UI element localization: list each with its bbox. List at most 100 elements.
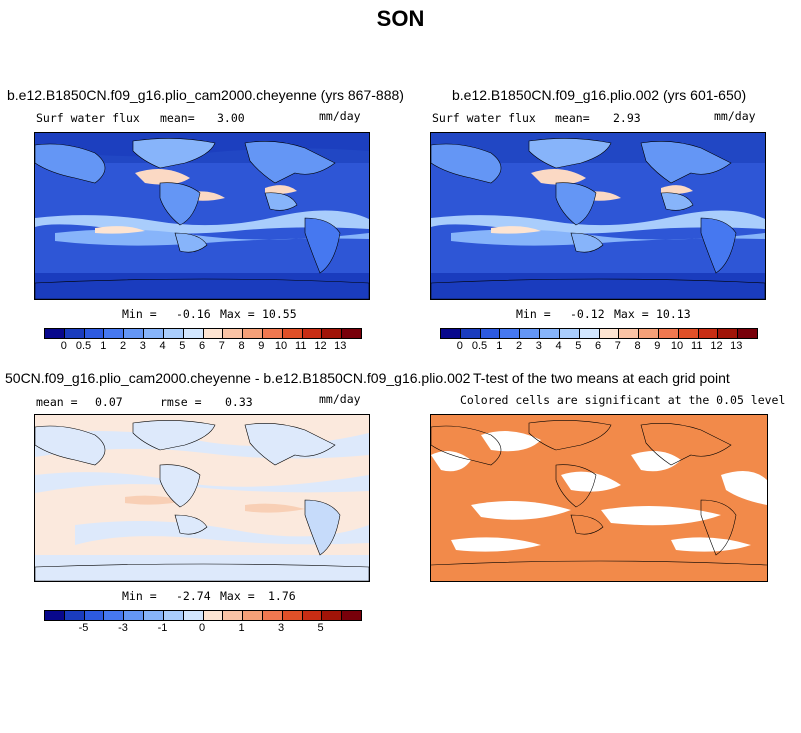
map-bottom-left: [34, 414, 370, 582]
colorbar-swatch: [183, 611, 204, 620]
min-value-top-left: -0.16: [176, 307, 211, 321]
colorbar-swatch: [599, 329, 620, 338]
colorbar-swatch: [124, 329, 145, 338]
max-value-bottom-left: 1.76: [268, 589, 296, 603]
units-top-right: mm/day: [714, 109, 756, 123]
colorbar-swatch: [559, 329, 580, 338]
colorbar-swatch: [282, 611, 303, 620]
colorbar-tick-label: 3: [535, 340, 542, 352]
colorbar-tick-label: 10: [670, 340, 684, 352]
min-value-top-right: -0.12: [570, 307, 605, 321]
units-top-left: mm/day: [319, 109, 361, 123]
colorbar-tick-label: 3: [139, 340, 146, 352]
colorbar-swatch: [322, 329, 343, 338]
mean-label-top-right: mean=: [555, 111, 590, 125]
colorbar-tick-label: 2: [119, 340, 127, 352]
colorbar-swatch: [302, 611, 323, 620]
colorbar-swatch: [342, 611, 361, 620]
colorbar-tick-label: 6: [594, 340, 602, 352]
max-value-top-left: 10.55: [262, 307, 297, 321]
colorbar-tick-label: 5: [179, 340, 186, 352]
max-label-bottom-left: Max =: [220, 589, 255, 603]
colorbar-swatch: [104, 611, 125, 620]
colorbar-top-left: [44, 328, 362, 339]
max-value-top-right: 10.13: [656, 307, 691, 321]
colorbar-swatch: [500, 329, 521, 338]
mean-value-bottom-left: 0.07: [95, 395, 123, 409]
colorbar-tick-label: 11: [295, 340, 307, 352]
colorbar-tick-label: 12: [314, 340, 327, 352]
colorbar-top-right: [440, 328, 758, 339]
colorbar-tick-label: 6: [198, 340, 206, 352]
colorbar-swatch: [480, 329, 501, 338]
colorbar-tick-label: 4: [555, 340, 562, 352]
colorbar-swatch: [262, 329, 283, 338]
colorbar-tick-label: 5: [575, 340, 582, 352]
colorbar-swatch: [441, 329, 461, 338]
colorbar-swatch: [223, 329, 244, 338]
max-label-top-left: Max =: [220, 307, 255, 321]
colorbar-swatch: [64, 611, 85, 620]
colorbar-swatch: [223, 611, 244, 620]
colorbar-swatch: [64, 329, 85, 338]
mean-label-top-left: mean=: [160, 111, 195, 125]
min-label-top-right: Min =: [516, 307, 551, 321]
colorbar-tick-label: 5: [317, 622, 324, 634]
panel-title-bottom-right: T-test of the two means at each grid poi…: [473, 370, 730, 386]
colorbar-swatch: [460, 329, 481, 338]
panel-title-top-left: b.e12.B1850CN.f09_g16.plio_cam2000.cheye…: [7, 87, 404, 103]
page-title: SON: [376, 6, 425, 31]
colorbar-tick-label: 7: [614, 340, 621, 352]
var-label-top-left: Surf water flux: [36, 111, 140, 125]
colorbar-swatch: [658, 329, 679, 338]
colorbar-swatch: [144, 329, 164, 338]
colorbar-swatch: [203, 329, 224, 338]
var-label-top-right: Surf water flux: [432, 111, 536, 125]
colorbar-swatch: [45, 611, 65, 620]
rmse-value-bottom-left: 0.33: [225, 395, 253, 409]
rmse-label-bottom-left: rmse =: [160, 395, 202, 409]
colorbar-swatch: [84, 329, 105, 338]
colorbar-swatch: [540, 329, 560, 338]
panel-title-top-right: b.e12.B1850CN.f09_g16.plio.002 (yrs 601-…: [452, 87, 747, 103]
map-bottom-right: [430, 414, 768, 582]
colorbar-swatch: [619, 329, 640, 338]
colorbar-swatch: [163, 611, 184, 620]
max-label-top-right: Max =: [614, 307, 649, 321]
colorbar-swatch: [262, 611, 283, 620]
colorbar-swatch: [282, 329, 303, 338]
colorbar-tick-label: 3: [277, 622, 285, 634]
colorbar-swatch: [678, 329, 699, 338]
panel-title-bottom-left: 50CN.f09_g16.plio_cam2000.cheyenne - b.e…: [5, 370, 471, 386]
colorbar-swatch: [243, 329, 263, 338]
colorbar-swatch: [45, 329, 65, 338]
colorbar-swatch: [718, 329, 739, 338]
mean-value-top-left: 3.00: [217, 111, 245, 125]
colorbar-tick-label: 7: [218, 340, 225, 352]
min-value-bottom-left: -2.74: [176, 589, 211, 603]
mean-value-top-right: 2.93: [613, 111, 641, 125]
colorbar-swatch: [183, 329, 204, 338]
map-top-left: [34, 132, 370, 300]
colorbar-tick-label: -1: [157, 622, 168, 634]
colorbar-tick-label: 0.5: [471, 340, 488, 352]
colorbar-swatch: [342, 329, 361, 338]
colorbar-swatch: [639, 329, 659, 338]
colorbar-tick-label: 1: [496, 340, 503, 352]
colorbar-tick-label: 8: [634, 340, 641, 352]
colorbar-swatch: [144, 611, 164, 620]
colorbar-tick-label: 0: [60, 340, 67, 352]
colorbar-tick-label: 2: [515, 340, 523, 352]
colorbar-tick-label: 0: [456, 340, 463, 352]
panel-subtitle-bottom-right: Colored cells are significant at the 0.0…: [460, 393, 786, 407]
colorbar-swatch: [698, 329, 719, 338]
mean-label-bottom-left: mean =: [36, 395, 78, 409]
colorbar-tick-label: -5: [78, 622, 89, 634]
min-label-top-left: Min =: [122, 307, 157, 321]
colorbar-tick-label: 4: [159, 340, 166, 352]
colorbar-tick-label: 9: [258, 340, 265, 352]
colorbar-tick-label: -3: [118, 622, 128, 634]
colorbar-tick-label: 1: [238, 622, 245, 634]
colorbar-swatch: [243, 611, 263, 620]
colorbar-tick-label: 1: [100, 340, 107, 352]
